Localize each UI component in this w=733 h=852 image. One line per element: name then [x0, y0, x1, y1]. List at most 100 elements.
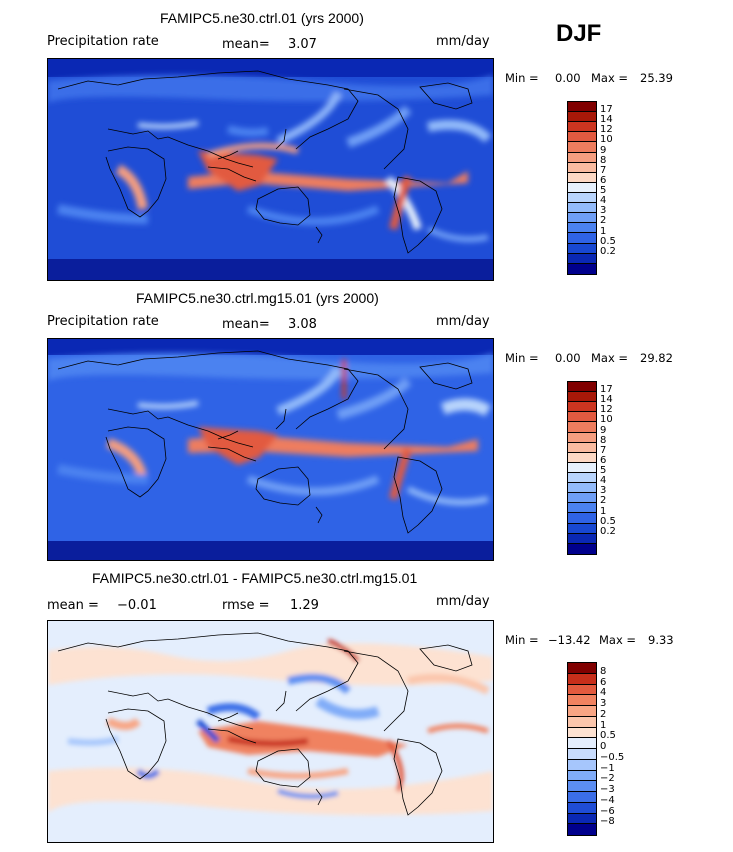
- colorbar-swatch: [568, 706, 596, 717]
- colorbar-swatch: [568, 192, 596, 204]
- colorbar-level-label: 14: [600, 114, 613, 126]
- colorbar-level-label: 17: [600, 104, 613, 116]
- season-label: DJF: [556, 20, 602, 47]
- colorbar: [567, 101, 597, 275]
- variable-label: Precipitation rate: [47, 34, 159, 49]
- min-label: Min =: [505, 633, 539, 647]
- colorbar-level-label: −4: [600, 794, 615, 806]
- colorbar-level-label: 14: [600, 394, 613, 406]
- colorbar-swatch: [568, 543, 596, 554]
- colorbar-level-label: −8: [600, 816, 615, 828]
- min-value: 0.00: [555, 351, 581, 365]
- colorbar-swatch: [568, 770, 596, 782]
- colorbar: [567, 381, 597, 555]
- colorbar-swatch: [568, 402, 596, 413]
- colorbar-level-label: −2: [600, 773, 615, 785]
- colorbar-swatch: [568, 102, 596, 113]
- colorbar-swatch: [568, 132, 596, 143]
- panel-title: FAMIPC5.ne30.ctrl.01 (yrs 2000): [160, 10, 364, 26]
- colorbar-level-label: 4: [600, 475, 607, 487]
- colorbar-level-label: −0.5: [600, 751, 625, 763]
- colorbar-level-label: 5: [600, 185, 607, 197]
- colorbar-swatch: [568, 483, 596, 494]
- precip-map-control: [47, 58, 494, 281]
- colorbar-swatch: [568, 749, 596, 760]
- colorbar-swatch: [568, 182, 596, 193]
- precip-diff-map: [47, 620, 494, 843]
- colorbar-level-label: 0: [600, 741, 607, 752]
- colorbar-level-label: 17: [600, 384, 613, 396]
- precip-map-test: [47, 338, 494, 561]
- colorbar-swatch: [568, 493, 596, 504]
- colorbar-swatch: [568, 792, 596, 803]
- map-canvas: [48, 59, 493, 280]
- colorbar-swatch: [568, 382, 596, 393]
- colorbar-level-label: 8: [600, 434, 607, 446]
- colorbar-level-label: 7: [600, 164, 607, 176]
- colorbar-level-label: 12: [600, 124, 613, 136]
- rmse-value: 1.29: [290, 598, 319, 613]
- colorbar: [567, 662, 597, 836]
- colorbar-swatch: [568, 716, 596, 728]
- colorbar-level-label: 0.2: [600, 245, 616, 257]
- colorbar-swatch: [568, 112, 596, 123]
- colorbar-swatch: [568, 412, 596, 423]
- colorbar-swatch: [568, 233, 596, 244]
- min-label: Min =: [505, 71, 539, 85]
- colorbar-swatch: [568, 422, 596, 433]
- colorbar-swatch: [568, 695, 596, 706]
- mean-value: −0.01: [117, 598, 157, 613]
- min-label: Min =: [505, 351, 539, 365]
- max-label: Max =: [591, 71, 629, 85]
- colorbar-level-label: 3: [600, 205, 607, 217]
- colorbar-swatch: [568, 243, 596, 254]
- colorbar-swatch: [568, 122, 596, 133]
- map-canvas: [48, 339, 493, 560]
- colorbar-level-label: 10: [600, 414, 613, 426]
- colorbar-swatch: [568, 392, 596, 403]
- colorbar-level-label: 9: [600, 144, 607, 156]
- colorbar-swatch: [568, 503, 596, 514]
- colorbar-swatch: [568, 253, 596, 264]
- colorbar-level-label: 1: [600, 719, 607, 731]
- panel-title: FAMIPC5.ne30.ctrl.01 - FAMIPC5.ne30.ctrl…: [92, 570, 418, 586]
- colorbar-level-label: −6: [600, 805, 615, 817]
- colorbar-level-label: 0.5: [600, 235, 616, 247]
- colorbar-level-label: 0.5: [600, 515, 616, 527]
- colorbar-level-label: 4: [600, 195, 607, 207]
- colorbar-level-label: 2: [600, 708, 607, 720]
- colorbar-swatch: [568, 824, 596, 835]
- colorbar-level-label: −1: [600, 762, 615, 774]
- colorbar-level-label: 7: [600, 444, 607, 456]
- colorbar-level-label: 6: [600, 174, 607, 186]
- colorbar-swatch: [568, 727, 596, 739]
- colorbar-level-label: 4: [600, 687, 607, 699]
- colorbar-level-label: 5: [600, 465, 607, 477]
- units-label: mm/day: [436, 34, 490, 49]
- panel-title: FAMIPC5.ne30.ctrl.mg15.01 (yrs 2000): [136, 290, 379, 306]
- colorbar-swatch: [568, 813, 596, 825]
- mean-value: 3.08: [288, 317, 317, 332]
- colorbar-level-label: 2: [600, 495, 607, 507]
- colorbar-swatch: [568, 684, 596, 696]
- colorbar-level-label: 3: [600, 485, 607, 497]
- colorbar-swatch: [568, 452, 596, 463]
- max-label: Max =: [599, 633, 637, 647]
- max-label: Max =: [591, 351, 629, 365]
- colorbar-swatch: [568, 203, 596, 214]
- colorbar-swatch: [568, 152, 596, 163]
- colorbar-swatch: [568, 513, 596, 524]
- colorbar-level-label: 10: [600, 134, 613, 146]
- colorbar-swatch: [568, 781, 596, 792]
- colorbar-swatch: [568, 223, 596, 234]
- mean-label: mean=: [222, 37, 270, 52]
- mean-label: mean=: [222, 317, 270, 332]
- units-label: mm/day: [436, 594, 490, 609]
- colorbar-swatch: [568, 802, 596, 814]
- colorbar-level-label: 3: [600, 698, 607, 709]
- colorbar-level-label: 6: [600, 454, 607, 466]
- colorbar-level-label: 0.2: [600, 525, 616, 537]
- colorbar-swatch: [568, 263, 596, 274]
- min-value: −13.42: [548, 633, 591, 647]
- colorbar-swatch: [568, 162, 596, 173]
